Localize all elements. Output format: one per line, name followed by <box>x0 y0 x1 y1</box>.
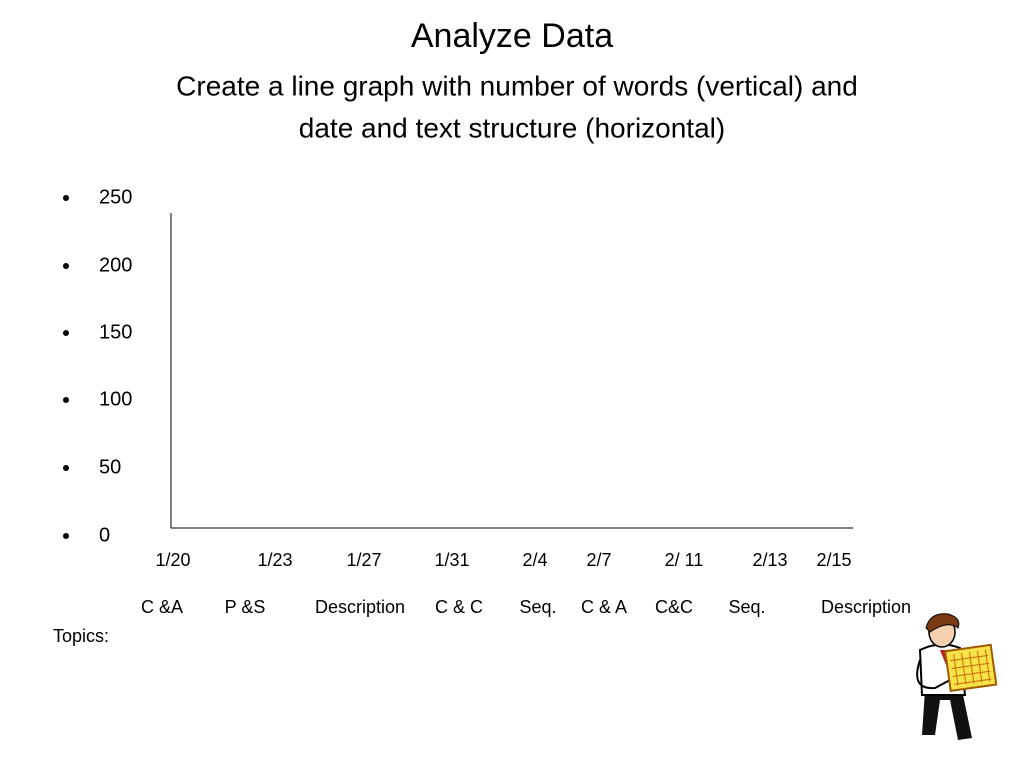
topic-label: C &A <box>141 597 183 617</box>
topic-label: Description <box>821 597 911 617</box>
topic-label: Seq. <box>519 597 556 617</box>
bullet-text: 0 <box>99 524 110 546</box>
bullet-dot <box>63 533 69 539</box>
date-label: 2/4 <box>522 550 547 570</box>
date-label: 1/31 <box>434 550 469 570</box>
topics-label: Topics: <box>53 626 109 646</box>
clipart-teacher <box>916 613 998 740</box>
topic-label: C & A <box>581 597 627 617</box>
subtitle-line: Create a line graph with number of words… <box>176 70 858 101</box>
subtitle-line: date and text structure (horizontal) <box>299 112 725 143</box>
bullet-text: 200 <box>99 254 132 276</box>
bullet-dot <box>63 263 69 269</box>
date-label: 2/ 11 <box>665 550 704 570</box>
topic-label: C & C <box>435 597 483 617</box>
date-label: 2/13 <box>752 550 787 570</box>
bullet-text: 150 <box>99 321 132 343</box>
date-label: 1/23 <box>257 550 292 570</box>
bullet-text: 50 <box>99 456 121 478</box>
bullet-dot <box>63 465 69 471</box>
topic-label: Description <box>315 597 405 617</box>
topic-label: Seq. <box>728 597 765 617</box>
bullet-dot <box>63 397 69 403</box>
bullet-text: 250 <box>99 186 132 208</box>
bullet-dot <box>63 195 69 201</box>
date-label: 2/7 <box>586 550 611 570</box>
date-label: 1/20 <box>155 550 190 570</box>
bullet-dot <box>63 330 69 336</box>
topic-label: C&C <box>655 597 693 617</box>
bullet-text: 100 <box>99 388 132 410</box>
date-label: 1/27 <box>346 550 381 570</box>
title: Analyze Data <box>411 17 613 55</box>
date-label: 2/15 <box>816 550 851 570</box>
topic-label: P &S <box>225 597 266 617</box>
